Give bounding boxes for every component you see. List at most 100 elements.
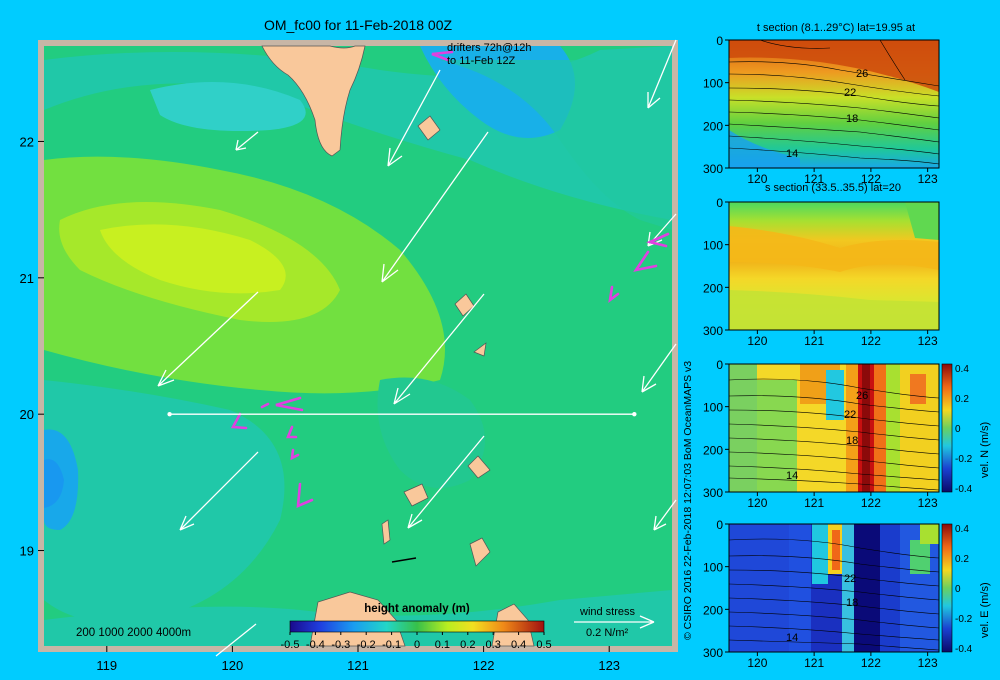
island-6	[381, 519, 391, 545]
section-x-tick-3: 123	[918, 656, 938, 670]
vel-n-section-panel: 26 22 18 14 120 121 122 123 0 100 200 300 0.4 0.…	[703, 358, 991, 510]
t-contour-label-26: 26	[856, 68, 868, 80]
section-y-tick-3: 300	[703, 486, 723, 500]
colorbar-tick-0: -0.5	[281, 639, 300, 651]
map-y-tick-label-0: 19	[20, 544, 34, 559]
s-section-title: s section (33.5..35.5) lat=20	[765, 182, 901, 194]
section-y-tick-2: 200	[703, 119, 723, 133]
section-y-tick-1: 100	[703, 77, 723, 91]
island-7	[469, 537, 491, 567]
map-y-axis: 19 20 21 22	[20, 134, 44, 559]
section-y-tick-0: 0	[716, 34, 723, 48]
map-title: OM_fc00 for 11-Feb-2018 00Z	[264, 17, 453, 33]
section-y-tick-0: 0	[716, 196, 723, 210]
svg-text:26: 26	[856, 390, 868, 402]
credit-text: © CSIRO 2016 22-Feb-2018 12:07:03 BoM Oc…	[682, 361, 694, 640]
height-colorbar: height anomaly (m) -0.5 -0.4 -0.3 -0.2 -0.1 0…	[281, 603, 552, 651]
colorbar-tick-9: 0.4	[511, 639, 526, 651]
section-x-tick-3: 123	[918, 334, 938, 348]
colorbar-tick-1: -0.4	[306, 639, 325, 651]
map-x-tick-label-1: 120	[222, 658, 244, 673]
colorbar-tick-7: 0.2	[460, 639, 475, 651]
section-x-tick-2: 122	[861, 334, 881, 348]
section-x-tick-2: 122	[861, 172, 881, 186]
e-contours	[728, 538, 940, 651]
colorbar-tick-8: 0.3	[486, 639, 501, 651]
section-y-tick-3: 300	[703, 162, 723, 176]
t-contour-label-14: 14	[786, 148, 798, 160]
section-x-tick-2: 122	[861, 656, 881, 670]
land-taiwan	[261, 45, 366, 157]
colorbar-v-tick-2: 0	[955, 424, 961, 435]
vel-e-section-panel: 22 18 14 120 121 122 123 0 100 200 300 0.4 0.2 0 -…	[703, 518, 991, 670]
map-panel: 119 120 121 122 123 19 20 21 22	[20, 39, 678, 673]
colorbar-v-tick-1: 0.2	[955, 554, 969, 565]
vel-e-label: vel. E (m/s)	[979, 582, 991, 638]
section-y-tick-0: 0	[716, 358, 723, 372]
colorbar-tick-4: -0.1	[382, 639, 401, 651]
section-y-tick-3: 300	[703, 324, 723, 338]
transect-line	[167, 411, 637, 417]
vel-n-label: vel. N (m/s)	[979, 422, 991, 478]
colorbar-tick-3: -0.2	[357, 639, 376, 651]
section-x-tick-0: 120	[747, 172, 767, 186]
section-x-tick-0: 120	[747, 656, 767, 670]
drifter-note-2: to 11-Feb 12Z	[447, 55, 516, 67]
map-x-tick-label-2: 121	[347, 658, 369, 673]
svg-text:22: 22	[844, 573, 856, 585]
section-x-tick-3: 123	[918, 172, 938, 186]
svg-text:18: 18	[846, 597, 858, 609]
drifter-note-1: drifters 72h@12h	[447, 42, 532, 54]
section-y-tick-3: 300	[703, 646, 723, 660]
section-y-tick-0: 0	[716, 518, 723, 532]
section-x-tick-3: 123	[918, 496, 938, 510]
colorbar-v-tick-3: -0.2	[955, 454, 973, 465]
map-y-tick-label-3: 22	[20, 134, 34, 149]
t-section-panel: t section (8.1..29°C) lat=19.95 at 26 22…	[703, 22, 940, 186]
map-x-tick-label-4: 123	[598, 658, 620, 673]
t-contours	[728, 39, 940, 165]
colorbar-title: height anomaly (m)	[364, 603, 470, 615]
map-y-tick-label-1: 20	[20, 407, 34, 422]
colorbar-v-tick-4: -0.4	[955, 484, 973, 495]
section-x-tick-2: 122	[861, 496, 881, 510]
section-x-tick-1: 121	[804, 496, 824, 510]
svg-text:14: 14	[786, 470, 798, 482]
section-x-tick-0: 120	[747, 334, 767, 348]
vel-e-colorbar	[941, 523, 953, 653]
colorbar-v-tick-3: -0.2	[955, 614, 973, 625]
t-section-title: t section (8.1..29°C) lat=19.95 at	[757, 22, 915, 34]
wind-vectors	[157, 39, 677, 657]
drifter-tracks	[230, 50, 670, 509]
section-x-tick-1: 121	[804, 656, 824, 670]
colorbar-tick-2: -0.3	[331, 639, 350, 651]
colorbar-tick-10: 0.5	[536, 639, 551, 651]
colorbar-v-tick-1: 0.2	[955, 394, 969, 405]
map-x-tick-label-0: 119	[96, 658, 117, 673]
n-contours	[728, 378, 940, 491]
island-3	[473, 342, 487, 357]
section-x-tick-1: 121	[804, 334, 824, 348]
section-y-tick-2: 200	[703, 443, 723, 457]
section-y-tick-2: 200	[703, 281, 723, 295]
colorbar-v-tick-0: 0.4	[955, 524, 969, 535]
map-x-axis: 119 120 121 122 123	[96, 646, 620, 673]
svg-text:22: 22	[844, 409, 856, 421]
t-contour-label-22: 22	[844, 87, 856, 99]
colorbar-v-tick-4: -0.4	[955, 644, 973, 655]
island-5	[403, 483, 429, 507]
colorbar-v-tick-2: 0	[955, 584, 961, 595]
section-x-tick-0: 120	[747, 496, 767, 510]
colorbar-ticks: -0.5 -0.4 -0.3 -0.2 -0.1 0 0.1 0.2 0.3 0.4 0.5	[281, 632, 552, 651]
section-y-tick-1: 100	[703, 239, 723, 253]
t-contour-label-18: 18	[846, 113, 858, 125]
anomaly-field	[44, 46, 672, 646]
island-1	[417, 115, 441, 141]
section-x-tick-1: 121	[804, 172, 824, 186]
map-y-tick-label-2: 21	[20, 271, 34, 286]
colorbar-v-tick-0: 0.4	[955, 364, 969, 375]
s-section-panel: s section (33.5..35.5) lat=20 120 121 122 1…	[703, 182, 940, 348]
depth-legend: 200 1000 2000 4000m	[76, 627, 191, 639]
island-4	[467, 455, 491, 479]
